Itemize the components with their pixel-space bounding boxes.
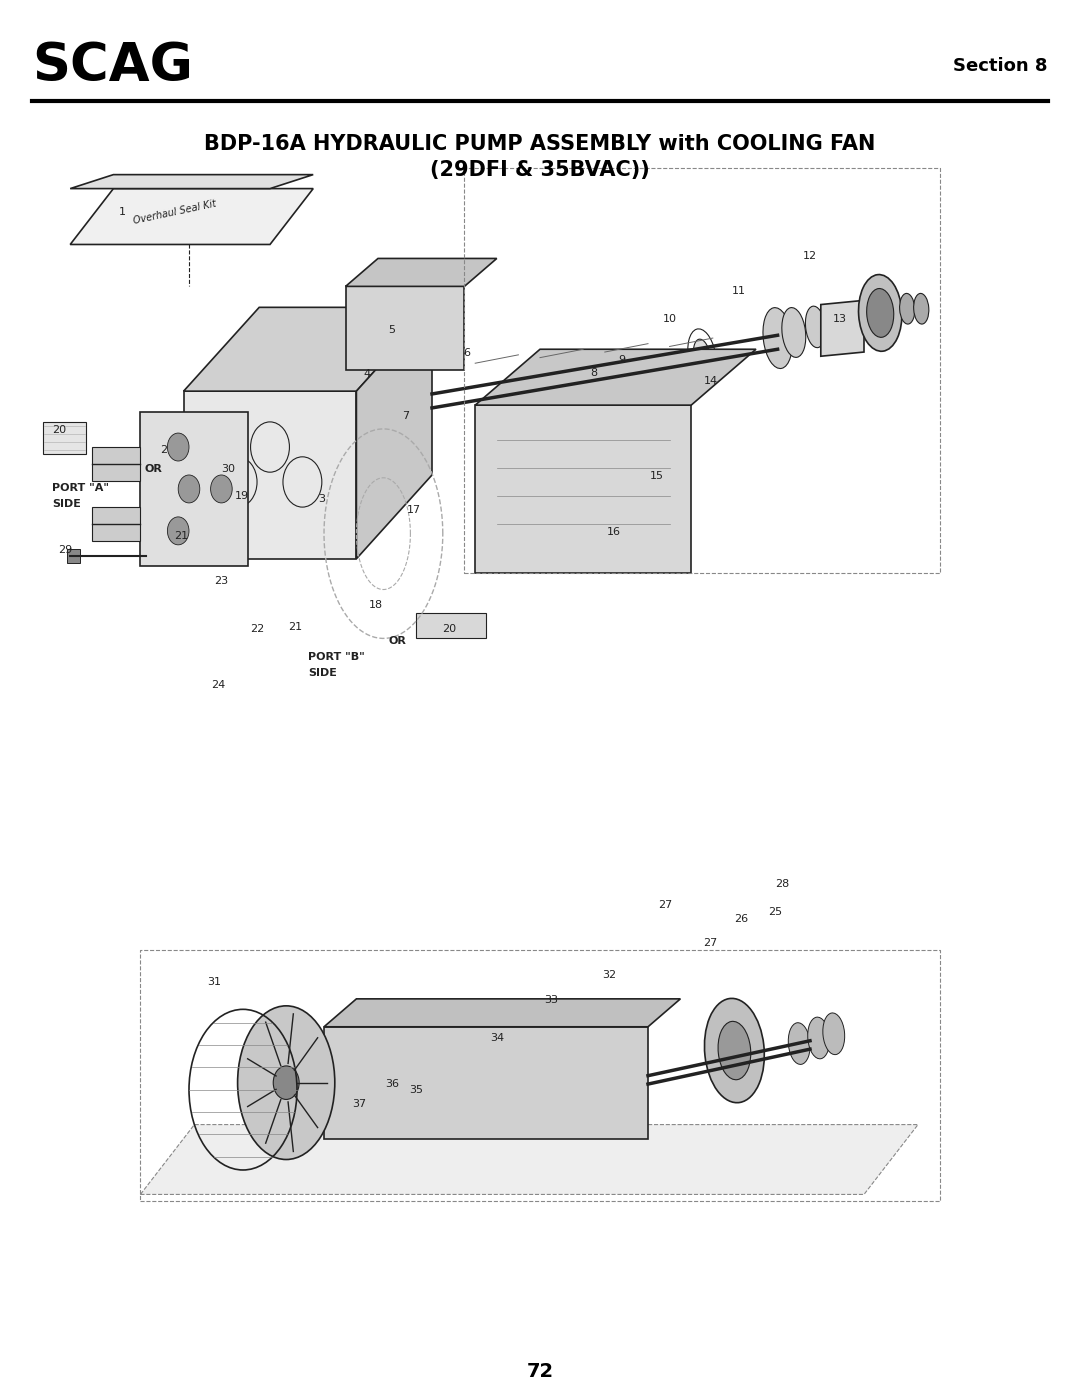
Text: 10: 10 [663, 313, 676, 324]
Text: 19: 19 [234, 490, 249, 502]
Bar [92, 447, 140, 481]
Bar [416, 613, 486, 638]
Text: 21: 21 [287, 622, 302, 633]
Text: 18: 18 [368, 599, 383, 610]
Text: 24: 24 [211, 679, 226, 690]
Ellipse shape [564, 363, 581, 397]
Text: 27: 27 [658, 900, 673, 911]
Ellipse shape [762, 307, 793, 369]
Text: 8: 8 [591, 367, 597, 379]
Polygon shape [140, 412, 248, 566]
Ellipse shape [718, 1021, 751, 1080]
Polygon shape [184, 391, 356, 559]
Ellipse shape [806, 306, 825, 348]
Text: 29: 29 [57, 545, 72, 556]
Text: 11: 11 [732, 285, 745, 296]
Text: 5: 5 [389, 324, 395, 335]
Circle shape [167, 433, 189, 461]
Text: 7: 7 [403, 411, 409, 422]
Circle shape [178, 475, 200, 503]
Text: 36: 36 [386, 1078, 399, 1090]
Bar [67, 549, 80, 563]
Text: 3: 3 [319, 493, 325, 504]
Polygon shape [184, 307, 432, 391]
Text: 25: 25 [768, 907, 783, 918]
Polygon shape [324, 1027, 648, 1139]
Polygon shape [475, 405, 691, 573]
Ellipse shape [693, 339, 711, 373]
Circle shape [273, 1066, 299, 1099]
Polygon shape [70, 175, 313, 189]
Text: 28: 28 [774, 879, 789, 890]
Text: SCAG: SCAG [32, 39, 193, 92]
Text: 27: 27 [703, 937, 718, 949]
Polygon shape [346, 286, 464, 370]
Text: 37: 37 [352, 1098, 367, 1109]
Polygon shape [70, 189, 313, 244]
Ellipse shape [704, 999, 765, 1102]
Polygon shape [324, 999, 680, 1027]
Text: PORT "A": PORT "A" [52, 482, 109, 493]
Text: SIDE: SIDE [52, 499, 81, 510]
Polygon shape [140, 1125, 918, 1194]
Text: 1: 1 [119, 207, 125, 218]
Text: SIDE: SIDE [308, 668, 337, 679]
Text: 35: 35 [409, 1084, 422, 1095]
Text: 31: 31 [207, 977, 220, 988]
Text: 33: 33 [544, 995, 557, 1006]
Text: 20: 20 [52, 425, 67, 436]
Polygon shape [43, 422, 86, 454]
Text: PORT "B": PORT "B" [308, 651, 365, 662]
Text: 32: 32 [602, 970, 617, 981]
Text: 14: 14 [703, 376, 718, 387]
Ellipse shape [808, 1017, 829, 1059]
Circle shape [211, 475, 232, 503]
Text: 23: 23 [214, 576, 229, 587]
Text: 16: 16 [607, 527, 620, 538]
Ellipse shape [782, 307, 806, 358]
Ellipse shape [866, 289, 894, 337]
Text: 13: 13 [834, 313, 847, 324]
Text: Overhaul Seal Kit: Overhaul Seal Kit [133, 198, 217, 226]
Text: 26: 26 [733, 914, 748, 925]
Ellipse shape [914, 293, 929, 324]
Text: (29DFI & 35BVAC)): (29DFI & 35BVAC)) [430, 161, 650, 180]
Polygon shape [475, 349, 756, 405]
Text: 12: 12 [802, 250, 818, 261]
Circle shape [167, 517, 189, 545]
Text: Section 8: Section 8 [953, 57, 1048, 74]
Polygon shape [356, 307, 432, 559]
Ellipse shape [859, 275, 902, 351]
Text: BDP-16A HYDRAULIC PUMP ASSEMBLY with COOLING FAN: BDP-16A HYDRAULIC PUMP ASSEMBLY with COO… [204, 134, 876, 154]
Text: 15: 15 [650, 471, 663, 482]
Text: 30: 30 [221, 464, 234, 475]
Polygon shape [346, 258, 497, 286]
Ellipse shape [823, 1013, 845, 1055]
Text: 2: 2 [161, 444, 167, 455]
Text: 72: 72 [526, 1362, 554, 1382]
Text: 21: 21 [174, 531, 189, 542]
Polygon shape [821, 300, 864, 356]
Text: OR: OR [145, 464, 162, 475]
Text: 9: 9 [619, 355, 625, 366]
Text: 34: 34 [489, 1032, 504, 1044]
Text: 22: 22 [249, 623, 265, 634]
Text: 17: 17 [406, 504, 421, 515]
Ellipse shape [238, 1006, 335, 1160]
Bar [92, 507, 140, 541]
Ellipse shape [900, 293, 915, 324]
Ellipse shape [788, 1023, 810, 1065]
Text: 20: 20 [442, 623, 457, 634]
Text: 6: 6 [463, 348, 470, 359]
Text: 4: 4 [364, 369, 370, 380]
Text: OR: OR [389, 636, 406, 647]
